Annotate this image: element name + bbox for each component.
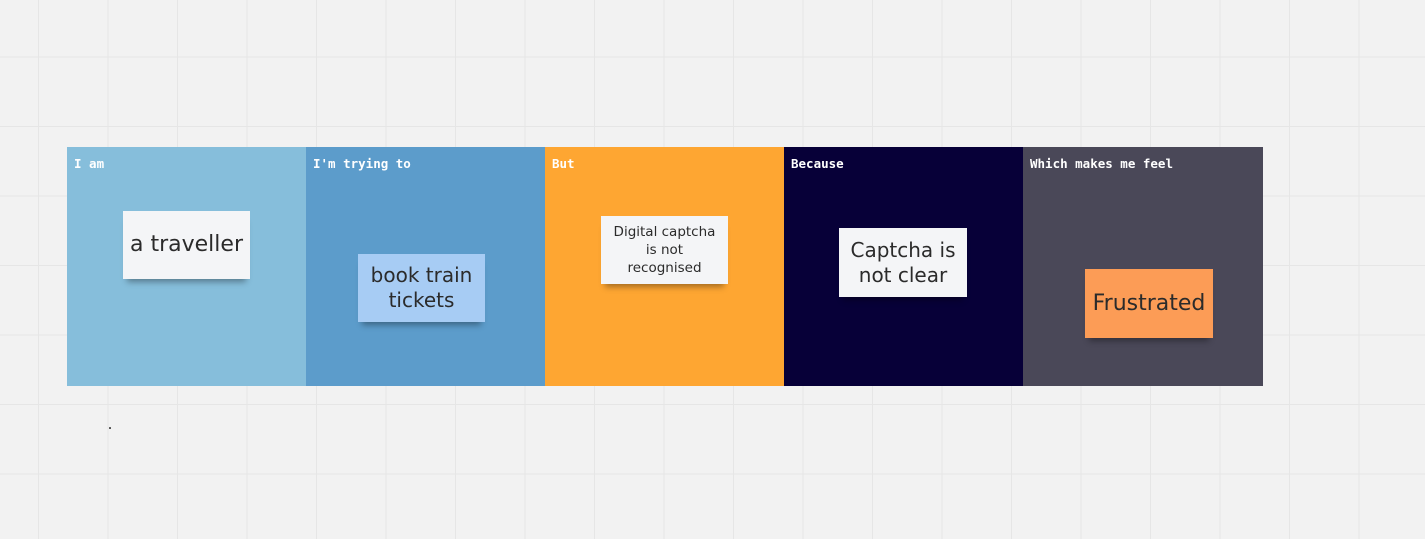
frame-because[interactable]: Because Captcha is not clear [784, 147, 1023, 386]
sticky-note-i-am[interactable]: a traveller [123, 211, 250, 279]
frame-label-because: Because [791, 156, 844, 171]
frame-i-am[interactable]: I am a traveller [67, 147, 306, 386]
frame-label-i-am: I am [74, 156, 105, 171]
frame-makes-me-feel[interactable]: Which makes me feel Frustrated [1023, 147, 1263, 386]
sticky-note-trying-to[interactable]: book train tickets [358, 254, 485, 322]
frame-but[interactable]: But Digital captcha is not recognised [545, 147, 784, 386]
sticky-note-feel[interactable]: Frustrated [1085, 269, 1213, 338]
sticky-note-but[interactable]: Digital captcha is not recognised [601, 216, 728, 284]
canvas-dot [109, 427, 111, 429]
problem-statement-board: I am a traveller I'm trying to book trai… [67, 147, 1263, 386]
frame-label-trying-to: I'm trying to [313, 156, 411, 171]
frame-trying-to[interactable]: I'm trying to book train tickets [306, 147, 545, 386]
frame-label-makes-me-feel: Which makes me feel [1030, 156, 1173, 171]
frame-label-but: But [552, 156, 575, 171]
sticky-note-because[interactable]: Captcha is not clear [839, 228, 967, 297]
